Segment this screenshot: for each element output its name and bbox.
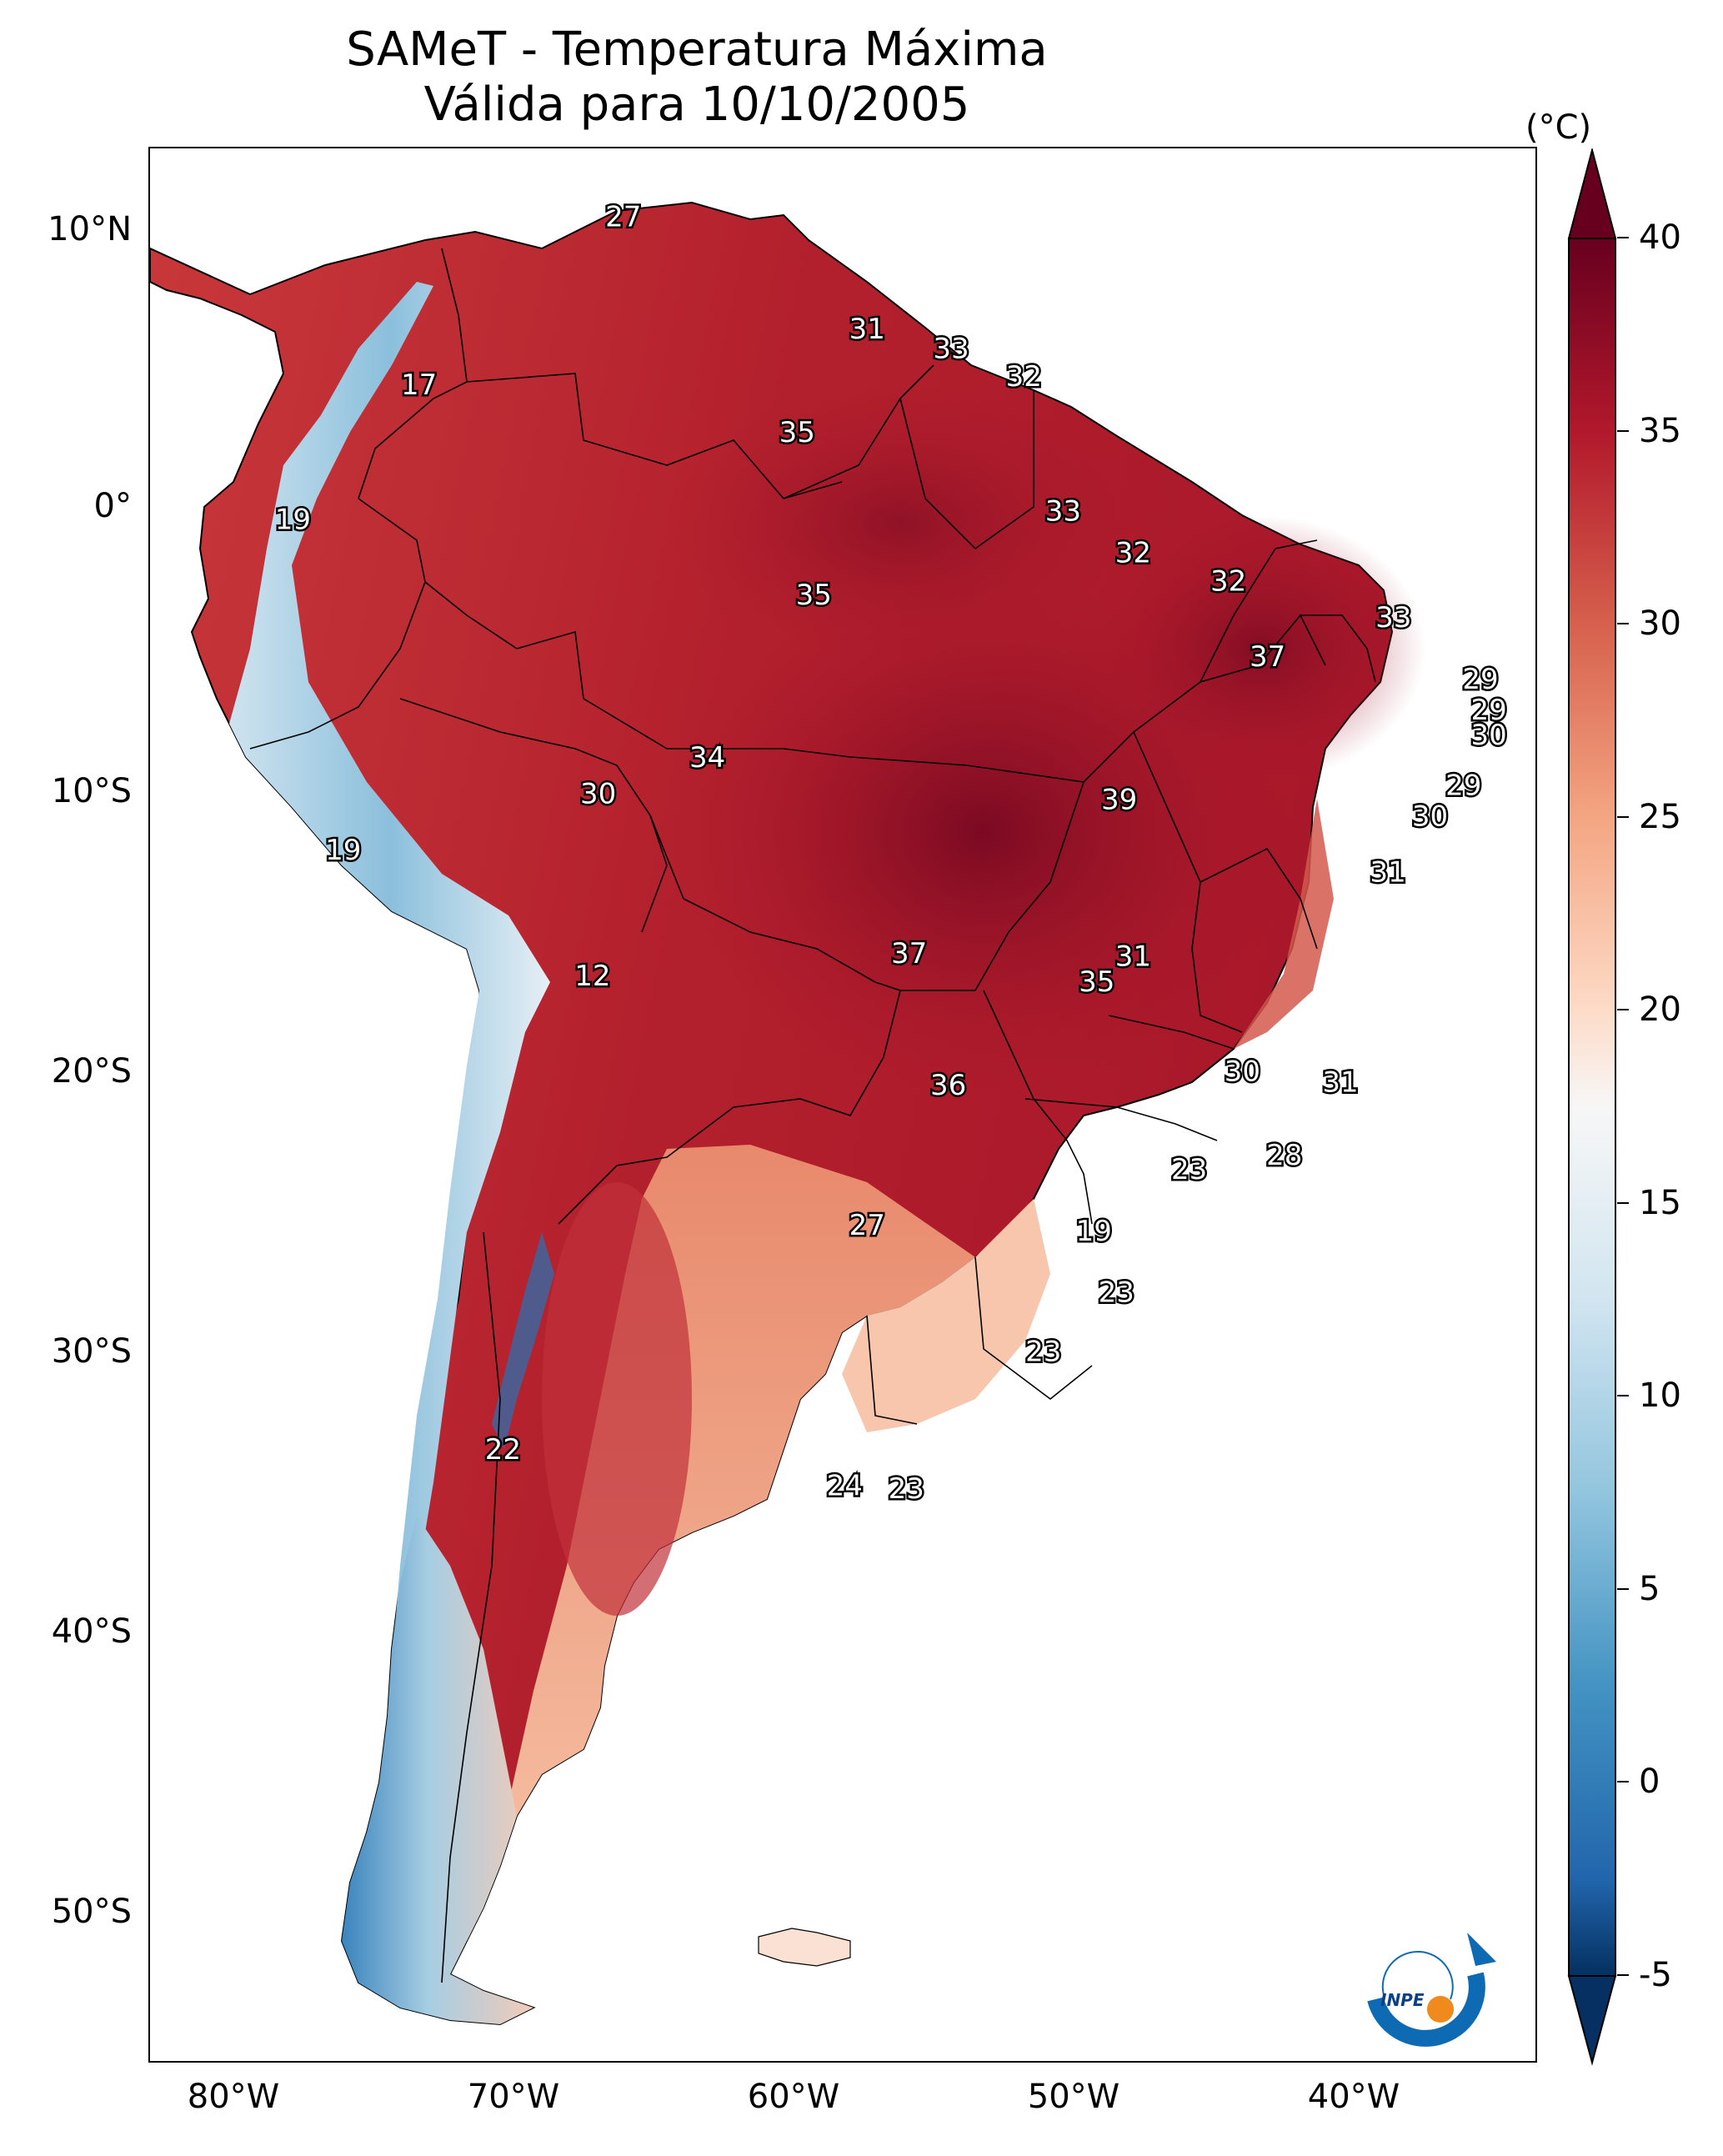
temperature-value-label: 32 xyxy=(1210,564,1246,598)
temperature-value-label: 39 xyxy=(1101,783,1137,816)
south-brazil-cool xyxy=(842,1199,1050,1432)
east-coast-band xyxy=(1234,799,1334,1049)
lat-label-30s: 30°S xyxy=(51,1332,132,1371)
temperature-value-label: 36 xyxy=(930,1069,966,1102)
temperature-value-label: 35 xyxy=(796,579,832,612)
colorbar-unit: (°C) xyxy=(1525,108,1592,147)
colorbar-tick-20: 20 xyxy=(1617,990,1681,1029)
temperature-value-label: 23 xyxy=(889,1472,924,1506)
lat-label-10s: 10°S xyxy=(51,772,132,810)
colorbar-tick-10: 10 xyxy=(1617,1376,1681,1415)
lon-label-60w: 60°W xyxy=(747,2078,840,2116)
temperature-value-label: 29 xyxy=(1445,770,1481,803)
colorbar-tick-15: 15 xyxy=(1617,1184,1681,1222)
temperature-value-label: 29 xyxy=(1470,694,1506,727)
temperature-value-label: 22 xyxy=(485,1433,521,1467)
temperature-value-label: 27 xyxy=(605,201,641,234)
colorbar-tick-40: 40 xyxy=(1617,218,1681,257)
temperature-value-label: 37 xyxy=(1250,640,1285,674)
lat-label-50s: 50°S xyxy=(51,1893,132,1931)
inpe-logo: INPE xyxy=(1367,1933,1496,2047)
colorbar-top-arrow xyxy=(1567,148,1617,239)
colorbar-bottom-arrow xyxy=(1567,1975,1617,2066)
temperature-value-label: 29 xyxy=(1462,663,1498,696)
temperature-value-label: 32 xyxy=(1006,360,1042,394)
temperature-value-label: 23 xyxy=(1025,1335,1061,1368)
temperature-value-label: 28 xyxy=(1266,1139,1302,1172)
temperature-value-label: 30 xyxy=(580,778,616,811)
country-borders xyxy=(249,248,1376,1983)
temperature-value-label: 35 xyxy=(1079,965,1114,999)
andes-deep-cold xyxy=(492,1232,554,1449)
lon-label-70w: 70°W xyxy=(467,2078,560,2116)
colorbar-tick-35: 35 xyxy=(1617,412,1681,450)
southern-cone xyxy=(467,1145,975,1941)
lat-label-40s: 40°S xyxy=(51,1612,132,1651)
temperature-value-label: 30 xyxy=(1412,800,1448,834)
inpe-logo-text: INPE xyxy=(1380,1990,1425,2010)
temperature-value-label: 34 xyxy=(689,741,725,775)
falkland-islands xyxy=(758,1928,851,1967)
temperature-value-label: 33 xyxy=(1045,494,1081,528)
chart-title: SAMeT - Temperatura Máxima xyxy=(346,23,1048,77)
temperature-value-label: 24 xyxy=(827,1470,863,1503)
temperature-value-label: 31 xyxy=(849,313,885,346)
temperature-value-label: 31 xyxy=(1115,940,1151,974)
temperature-value-label: 19 xyxy=(1076,1215,1112,1248)
temperature-value-label: 31 xyxy=(1370,856,1405,890)
temperature-value-label: 37 xyxy=(891,937,927,970)
temperature-value-label: 19 xyxy=(275,503,311,536)
temperature-value-label: 30 xyxy=(1470,719,1506,752)
temperature-value-label: 33 xyxy=(1375,601,1411,634)
temperature-value-label: 23 xyxy=(1099,1276,1134,1310)
hot-north xyxy=(667,382,1134,665)
andes-cold-band xyxy=(229,282,550,1782)
temperature-value-label: 19 xyxy=(325,834,361,867)
temperature-value-label: 17 xyxy=(401,369,437,402)
temperature-value-label: 32 xyxy=(1115,537,1151,570)
temperature-value-label: 27 xyxy=(849,1209,885,1242)
temperature-value-label: 33 xyxy=(933,332,969,365)
colorbar-gradient xyxy=(1568,238,1616,1977)
colorbar-tick-0: 0 xyxy=(1616,1762,1660,1801)
colorbar-tick-5: 5 xyxy=(1616,1570,1660,1608)
lon-label-50w: 50°W xyxy=(1027,2078,1120,2116)
patagonia-cold xyxy=(342,1516,533,2024)
temperature-value-label: 23 xyxy=(1171,1153,1207,1186)
colorbar-tick-30: 30 xyxy=(1617,604,1681,643)
hot-east xyxy=(1092,515,1425,782)
lat-label-0: 0° xyxy=(93,487,132,525)
colorbar-tick-minus5: -5 xyxy=(1617,1956,1672,1994)
lat-label-10n: 10°N xyxy=(48,210,132,248)
map-panel: INPE 27 31 33 32 17 35 33 19 32 32 35 33 37 29 29 30 34 2… xyxy=(148,147,1537,2063)
temperature-value-label: 35 xyxy=(779,416,815,449)
lon-label-80w: 80°W xyxy=(187,2078,280,2116)
temperature-value-label: 31 xyxy=(1322,1066,1358,1100)
colorbar-tick-25: 25 xyxy=(1617,798,1681,836)
temperature-map: INPE 27313332173533193232353337292930342… xyxy=(150,198,1509,2047)
colorbar xyxy=(1567,148,1617,2066)
temperature-value-label: 30 xyxy=(1225,1055,1260,1088)
chart-subtitle: Válida para 10/10/2005 xyxy=(423,78,970,132)
argentina-hot-spot xyxy=(542,1182,692,1616)
temperature-value-label: 12 xyxy=(574,960,610,993)
lat-label-20s: 20°S xyxy=(51,1052,132,1091)
lon-label-40w: 40°W xyxy=(1307,2078,1400,2116)
